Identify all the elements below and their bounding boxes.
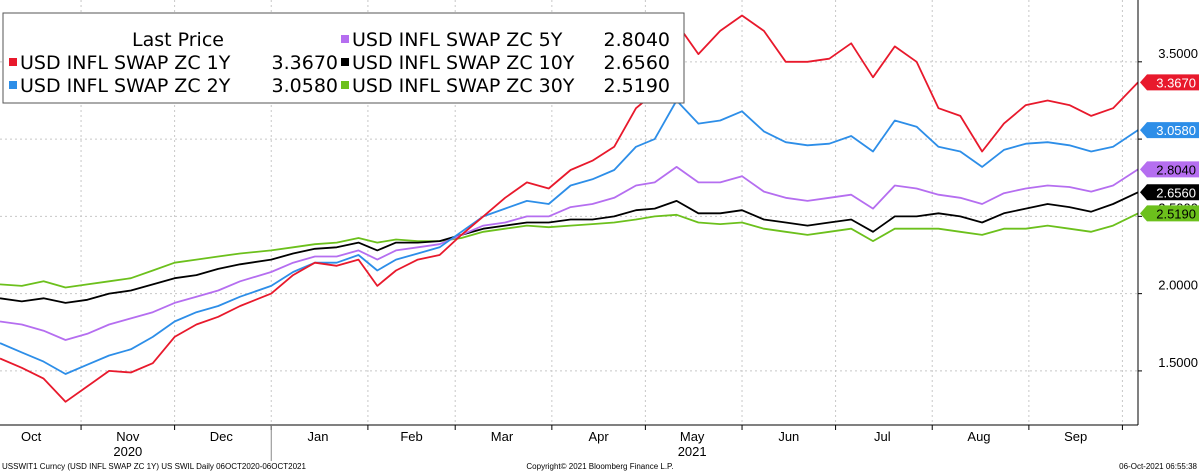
legend-series-value: 2.6560 (604, 52, 670, 74)
x-tick-label: Sep (1064, 429, 1087, 444)
last-value-tag (1140, 205, 1199, 222)
legend-series-name: USD INFL SWAP ZC 5Y (352, 29, 563, 51)
legend-swatch (9, 81, 17, 89)
last-value-label-3: 2.8040 (1140, 161, 1199, 178)
last-value-tag (1140, 184, 1199, 201)
x-tick-label: Nov (116, 429, 140, 444)
legend-title: Last Price (132, 29, 224, 51)
x-year-label: 2020 (113, 444, 142, 459)
x-tick-label: Jun (778, 429, 799, 444)
last-value-label-5: 2.5190 (1140, 205, 1199, 222)
x-tick-label: Jul (874, 429, 891, 444)
y-tick-label: 2.0000 (1158, 278, 1198, 293)
legend-entry-2: USD INFL SWAP ZC 2Y 3.0580 (9, 75, 338, 97)
last-value-text: 2.6560 (1156, 185, 1196, 200)
series-line-4 (0, 191, 1139, 304)
legend-swatch (341, 58, 349, 66)
last-value-label-2: 3.0580 (1140, 122, 1199, 139)
y-tick-label: 3.5000 (1158, 46, 1198, 61)
last-value-tag (1140, 122, 1199, 139)
last-value-label-1: 3.3670 (1140, 74, 1199, 91)
x-tick-label: Oct (21, 429, 42, 444)
legend-swatch (341, 81, 349, 89)
legend: Last Price USD INFL SWAP ZC 5Y 2.8040USD … (2, 12, 685, 104)
series-line-1 (0, 14, 1139, 403)
footer-source: USSWIT1 Curncy (USD INFL SWAP ZC 1Y) US … (2, 462, 306, 471)
x-tick-label: Dec (210, 429, 234, 444)
last-value-label-4: 2.6560 (1140, 184, 1199, 201)
last-value-tag (1140, 161, 1199, 178)
series-line-2 (0, 99, 1139, 375)
series-lines (0, 14, 1139, 403)
legend-entry-4: USD INFL SWAP ZC 10Y 2.6560 (341, 52, 670, 74)
footer: USSWIT1 Curncy (USD INFL SWAP ZC 1Y) US … (2, 462, 1198, 471)
x-tick-label: May (680, 429, 705, 444)
legend-swatch (9, 58, 17, 66)
last-value-text: 2.5190 (1156, 206, 1196, 221)
legend-series-value: 3.3670 (272, 52, 338, 74)
last-value-text: 3.0580 (1156, 123, 1196, 138)
legend-series-name: USD INFL SWAP ZC 10Y (352, 52, 575, 74)
legend-series-value: 2.8040 (604, 29, 670, 51)
legend-series-value: 3.0580 (272, 75, 338, 97)
legend-series-name: USD INFL SWAP ZC 30Y (352, 75, 575, 97)
series-line-5 (0, 212, 1139, 289)
footer-copyright: Copyright© 2021 Bloomberg Finance L.P. (526, 462, 673, 471)
legend-series-value: 2.5190 (604, 75, 670, 97)
footer-timestamp: 06-Oct-2021 06:55:38 (1119, 462, 1197, 471)
x-tick-label: Apr (589, 429, 610, 444)
legend-series-name: USD INFL SWAP ZC 1Y (20, 52, 231, 74)
legend-series-name: USD INFL SWAP ZC 2Y (20, 75, 231, 97)
last-value-text: 3.3670 (1156, 75, 1196, 90)
legend-entry-3: USD INFL SWAP ZC 5Y 2.8040 (341, 29, 670, 51)
x-axis-ticks: Oct Nov Dec Jan Feb Mar Apr May Jun Jul Aug Sep 2020… (21, 425, 1123, 461)
legend-entry-1: USD INFL SWAP ZC 1Y 3.3670 (9, 52, 338, 74)
x-tick-label: Mar (491, 429, 514, 444)
last-value-tag (1140, 74, 1199, 91)
y-tick-label: 1.5000 (1158, 355, 1198, 370)
legend-swatch (341, 35, 349, 43)
x-tick-label: Aug (967, 429, 990, 444)
x-tick-label: Jan (308, 429, 329, 444)
legend-entry-5: USD INFL SWAP ZC 30Y 2.5190 (341, 75, 670, 97)
x-tick-label: Feb (400, 429, 422, 444)
series-line-3 (0, 165, 1139, 341)
x-year-label: 2021 (678, 444, 707, 459)
last-value-labels: 3.3670 3.0580 2.8040 2.6560 2.5190 (1140, 74, 1199, 222)
last-value-text: 2.8040 (1156, 162, 1196, 177)
